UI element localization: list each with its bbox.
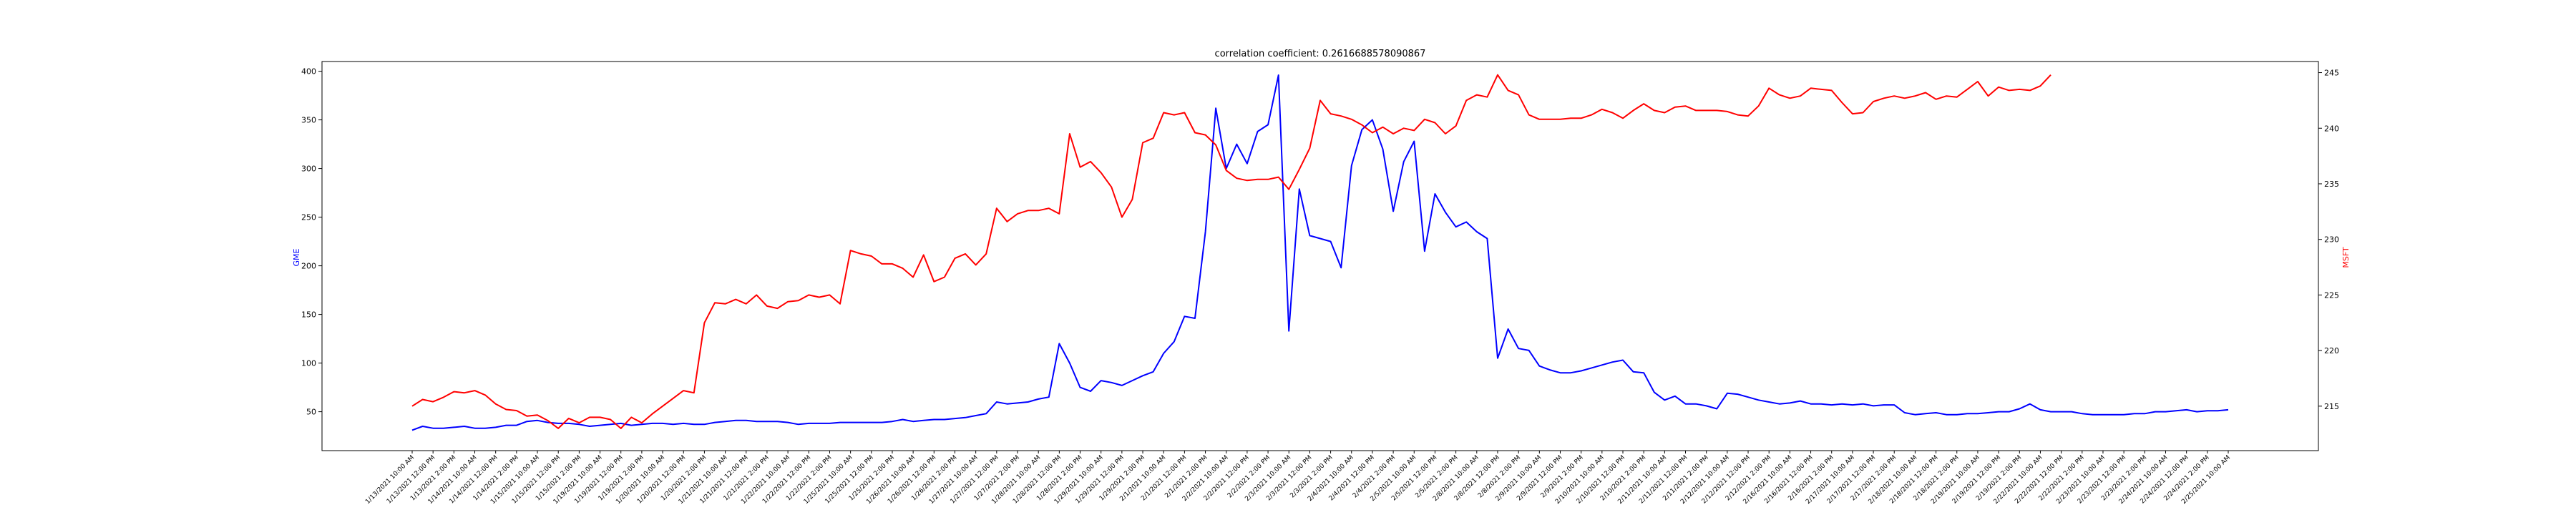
y-left-tick-label: 350 — [301, 116, 316, 125]
y-right-tick-label: 245 — [2324, 69, 2339, 78]
y-left-tick-label: 300 — [301, 165, 316, 174]
y-right-tick-label: 215 — [2324, 402, 2339, 411]
y-left-tick-label: 250 — [301, 213, 316, 222]
y-axis-left-label: GME — [292, 248, 301, 266]
y-right-tick-label: 235 — [2324, 180, 2339, 189]
y-right-tick-label: 225 — [2324, 290, 2339, 300]
y-left-tick-label: 150 — [301, 310, 316, 320]
plot-frame — [321, 61, 2319, 451]
chart-title: correlation coefficient: 0.2616688578090… — [1215, 49, 1426, 59]
y-left-tick-label: 50 — [306, 408, 316, 417]
y-right-tick-label: 240 — [2324, 124, 2339, 133]
y-axis-right-label: MSFT — [2341, 247, 2351, 268]
series-line-gme — [411, 74, 2229, 431]
y-left-tick-label: 200 — [301, 262, 316, 271]
y-right-tick-label: 230 — [2324, 235, 2339, 245]
y-right-tick-label: 220 — [2324, 346, 2339, 355]
series-line-msft — [411, 74, 2051, 429]
y-left-tick-label: 400 — [301, 67, 316, 77]
y-left-tick-label: 100 — [301, 359, 316, 368]
